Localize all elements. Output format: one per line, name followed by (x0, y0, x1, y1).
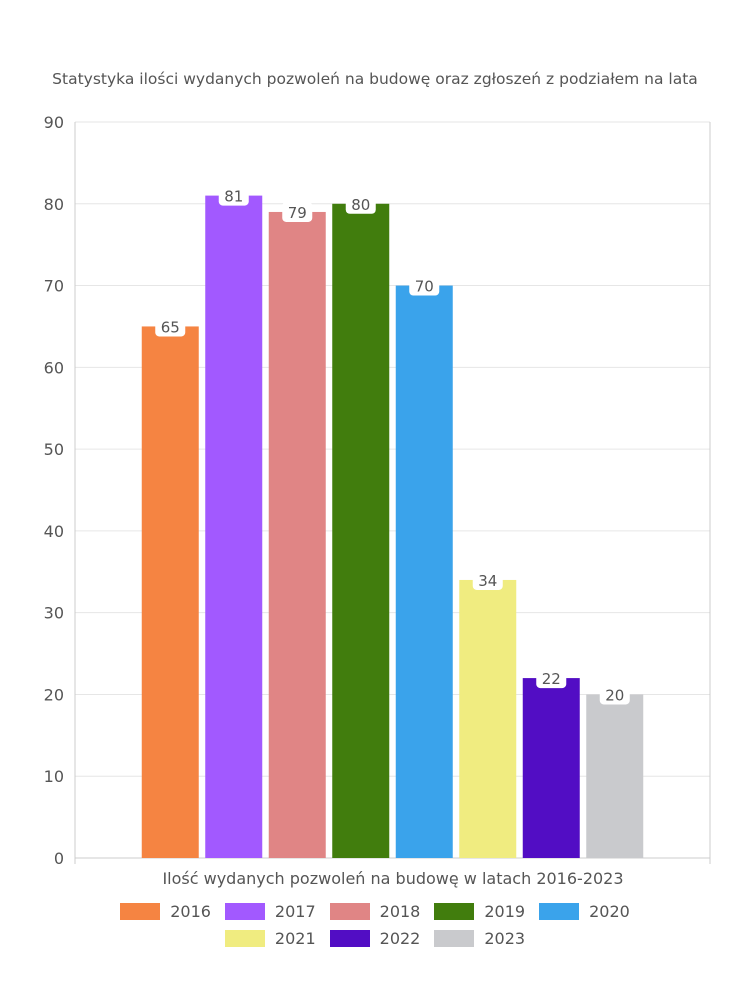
legend-item-2016[interactable]: 2016 (120, 902, 211, 921)
legend-swatch (224, 930, 265, 947)
data-label: 20 (605, 686, 624, 704)
chart-title: Statystyka ilości wydanych pozwoleń na b… (52, 70, 698, 88)
y-tick-label: 80 (44, 195, 64, 214)
legend-swatch (120, 903, 161, 920)
legend-label: 2022 (379, 929, 421, 948)
data-label-background (599, 684, 630, 705)
legend-swatch (434, 930, 475, 947)
bar-2022 (522, 678, 580, 858)
legend-item-2017[interactable]: 2017 (224, 902, 316, 921)
y-tick-label: 20 (44, 685, 64, 704)
legend-item-2020[interactable]: 2020 (539, 902, 630, 921)
data-label-background (218, 185, 249, 206)
legend-label: 2020 (589, 902, 630, 921)
y-tick-label: 30 (44, 604, 64, 623)
legend-label: 2019 (484, 902, 526, 921)
legend-swatch (329, 903, 370, 920)
y-tick-label: 40 (44, 522, 64, 541)
legend-item-2022[interactable]: 2022 (329, 929, 421, 948)
legend-item-2021[interactable]: 2021 (224, 929, 316, 948)
legend-swatch (329, 930, 370, 947)
bar-2016 (141, 326, 199, 858)
legend-swatch (224, 903, 265, 920)
y-tick-label: 50 (44, 440, 64, 459)
y-tick-label: 90 (44, 113, 64, 132)
data-label-background (409, 275, 440, 296)
legend-label: 2018 (379, 902, 421, 921)
data-label-background (345, 193, 376, 214)
legend-swatch (539, 903, 580, 920)
legend-swatch (434, 903, 475, 920)
bar-2018 (268, 211, 326, 858)
legend-item-2019[interactable]: 2019 (434, 902, 525, 921)
data-label: 70 (415, 278, 434, 296)
bar-2019 (332, 203, 390, 858)
data-label: 79 (288, 204, 307, 222)
bar-2021 (459, 579, 517, 858)
data-label-background (155, 316, 186, 337)
data-label-background (536, 668, 567, 689)
y-tick-label: 60 (44, 358, 64, 377)
data-label: 81 (224, 188, 243, 206)
legend-item-2023[interactable]: 2023 (434, 929, 525, 948)
legend-label: 2017 (274, 902, 316, 921)
legend-label: 2021 (274, 929, 316, 948)
legend: 2016 2017 2018 2019 2020 2021 2022 2023 (70, 902, 680, 948)
y-tick-label: 10 (44, 767, 64, 786)
x-axis-label: Ilość wydanych pozwoleń na budowę w lata… (162, 869, 624, 888)
data-label: 22 (542, 670, 561, 688)
y-tick-label: 70 (44, 277, 64, 296)
data-label: 34 (478, 572, 497, 590)
legend-item-2018[interactable]: 2018 (329, 902, 421, 921)
data-label-background (282, 201, 313, 222)
bar-2023 (586, 694, 644, 858)
data-label-background (472, 569, 503, 590)
bar-2020 (395, 285, 453, 858)
y-tick-label: 0 (54, 849, 64, 868)
data-label: 80 (351, 196, 370, 214)
legend-label: 2016 (170, 902, 211, 921)
data-label: 65 (161, 318, 180, 336)
bar-2017 (205, 195, 263, 859)
legend-label: 2023 (484, 929, 526, 948)
